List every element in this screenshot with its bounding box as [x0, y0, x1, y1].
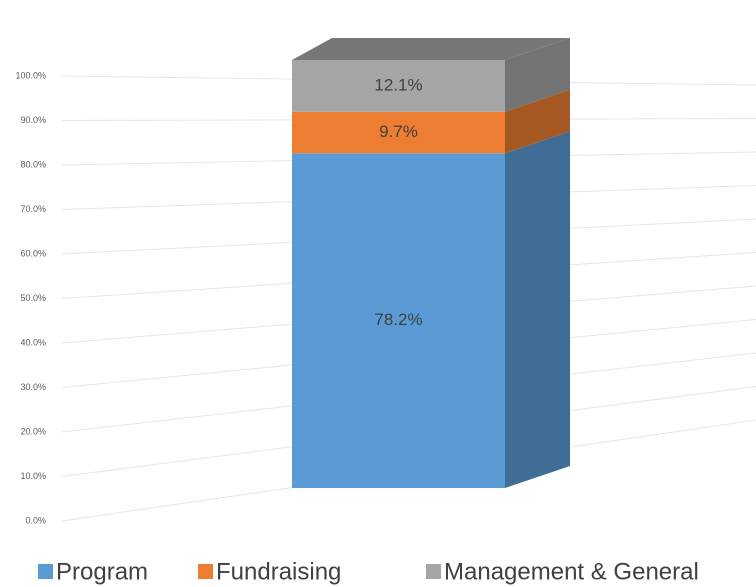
- bar: [292, 111, 505, 154]
- bar: [292, 60, 505, 112]
- legend-label: Program: [56, 558, 148, 585]
- legend-swatch: [426, 564, 441, 579]
- y-tick-label: 80.0%: [20, 159, 46, 169]
- y-tick-label: 40.0%: [20, 337, 46, 347]
- bar-side: [505, 131, 570, 488]
- y-tick-label: 70.0%: [20, 204, 46, 214]
- bar-side: [505, 38, 570, 112]
- y-tick-label: 50.0%: [20, 293, 46, 303]
- legend-label: Management & General: [444, 558, 699, 585]
- data-label: 9.7%: [379, 122, 418, 141]
- data-label: 78.2%: [374, 310, 422, 329]
- bar-top: [292, 38, 570, 60]
- y-tick-label: 30.0%: [20, 382, 46, 392]
- y-tick-label: 100.0%: [15, 70, 46, 80]
- legend-swatch: [38, 564, 53, 579]
- y-tick-label: 0.0%: [25, 515, 46, 525]
- legend-swatch: [198, 564, 213, 579]
- y-tick-label: 60.0%: [20, 248, 46, 258]
- legend-label: Fundraising: [216, 558, 341, 585]
- y-tick-label: 20.0%: [20, 426, 46, 436]
- data-label: 12.1%: [374, 75, 422, 94]
- bar-side: [505, 89, 570, 154]
- y-tick-label: 10.0%: [20, 471, 46, 481]
- bar: [292, 153, 505, 488]
- y-tick-label: 90.0%: [20, 115, 46, 125]
